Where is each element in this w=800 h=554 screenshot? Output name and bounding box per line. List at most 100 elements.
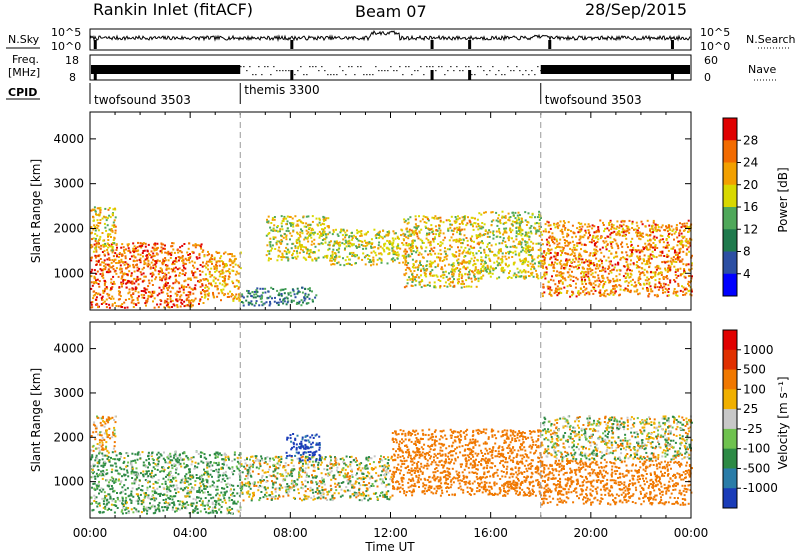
heatmap-cell bbox=[523, 277, 526, 280]
heatmap-cell bbox=[478, 243, 480, 246]
heatmap-cell bbox=[167, 467, 170, 469]
heatmap-cell bbox=[421, 241, 424, 244]
heatmap-cell bbox=[199, 298, 202, 301]
heatmap-cell bbox=[268, 250, 271, 253]
heatmap-cell bbox=[135, 278, 138, 281]
heatmap-cell bbox=[402, 232, 405, 235]
heatmap-cell bbox=[101, 458, 104, 461]
heatmap-cell bbox=[228, 499, 231, 502]
heatmap-cell bbox=[660, 226, 663, 229]
heatmap-cell bbox=[666, 226, 669, 229]
heatmap-cell bbox=[612, 293, 615, 296]
heatmap-cell bbox=[154, 278, 157, 281]
heatmap-cell bbox=[484, 211, 487, 214]
heatmap-cell bbox=[446, 285, 449, 288]
heatmap-cell bbox=[432, 261, 435, 264]
heatmap-cell bbox=[147, 466, 149, 469]
heatmap-cell bbox=[208, 258, 211, 261]
heatmap-cell bbox=[152, 292, 155, 295]
heatmap-cell bbox=[547, 240, 550, 243]
heatmap-cell bbox=[505, 258, 508, 261]
heatmap-cell bbox=[178, 274, 181, 277]
heatmap-cell bbox=[233, 260, 236, 263]
heatmap-cell bbox=[231, 471, 234, 474]
heatmap-cell bbox=[300, 248, 302, 251]
heatmap-cell bbox=[674, 280, 677, 283]
heatmap-cell bbox=[105, 306, 108, 309]
heatmap-cell bbox=[657, 226, 660, 229]
heatmap-cell bbox=[348, 239, 351, 242]
heatmap-cell bbox=[279, 230, 281, 233]
heatmap-cell bbox=[507, 239, 510, 242]
heatmap-cell bbox=[164, 264, 167, 267]
heatmap-cell bbox=[113, 225, 115, 228]
heatmap-cell bbox=[177, 291, 180, 293]
heatmap-cell bbox=[671, 247, 674, 250]
heatmap-cell bbox=[304, 297, 307, 300]
heatmap-cell bbox=[336, 262, 339, 265]
heatmap-cell bbox=[140, 503, 143, 506]
heatmap-cell bbox=[205, 485, 207, 488]
heatmap-cell bbox=[666, 230, 669, 233]
heatmap-cell bbox=[540, 277, 543, 280]
heatmap-cell bbox=[151, 284, 154, 286]
heatmap-cell bbox=[613, 285, 616, 288]
heatmap-cell bbox=[129, 251, 132, 254]
heatmap-cell bbox=[509, 216, 512, 218]
heatmap-cell bbox=[460, 282, 463, 285]
heatmap-cell bbox=[285, 229, 288, 232]
heatmap-cell bbox=[151, 490, 154, 493]
heatmap-cell bbox=[589, 252, 592, 255]
heatmap-cell bbox=[113, 242, 116, 245]
heatmap-cell bbox=[305, 215, 308, 218]
heatmap-cell bbox=[133, 480, 136, 483]
heatmap-cell bbox=[509, 270, 511, 273]
heatmap-cell bbox=[112, 239, 115, 242]
heatmap-cell bbox=[287, 292, 290, 295]
heatmap-cell bbox=[131, 466, 134, 469]
heatmap-cell bbox=[256, 290, 259, 293]
heatmap-cell bbox=[184, 272, 187, 275]
heatmap-cell bbox=[296, 292, 299, 295]
heatmap-cell bbox=[422, 242, 425, 244]
heatmap-cell bbox=[588, 282, 591, 285]
heatmap-cell bbox=[679, 273, 682, 276]
heatmap-cell bbox=[661, 224, 664, 227]
heatmap-cell bbox=[421, 218, 424, 221]
heatmap-cell bbox=[445, 275, 448, 278]
heatmap-cell bbox=[465, 261, 468, 264]
heatmap-cell bbox=[220, 260, 223, 263]
heatmap-cell bbox=[187, 471, 190, 474]
heatmap-cell bbox=[117, 275, 120, 278]
heatmap-cell bbox=[606, 293, 609, 296]
heatmap-cell bbox=[147, 279, 150, 282]
heatmap-cell bbox=[578, 228, 581, 231]
heatmap-cell bbox=[666, 246, 669, 249]
heatmap-cell bbox=[94, 210, 97, 213]
heatmap-cell bbox=[190, 456, 193, 459]
heatmap-cell bbox=[552, 269, 555, 272]
heatmap-cell bbox=[305, 237, 308, 240]
heatmap-cell bbox=[169, 495, 172, 498]
heatmap-cell bbox=[414, 276, 417, 279]
heatmap-cell bbox=[362, 244, 365, 247]
heatmap-cell bbox=[584, 278, 587, 281]
heatmap-cell bbox=[90, 256, 93, 259]
heatmap-cell bbox=[99, 209, 102, 212]
freq-tick-top: 18 bbox=[65, 54, 79, 67]
heatmap-cell bbox=[324, 233, 327, 236]
heatmap-cell bbox=[442, 221, 445, 224]
heatmap-cell bbox=[363, 256, 366, 259]
heatmap-cell bbox=[596, 263, 598, 266]
heatmap-cell bbox=[152, 300, 154, 303]
heatmap-cell bbox=[94, 293, 96, 296]
heatmap-cell bbox=[241, 293, 244, 296]
heatmap-cell bbox=[588, 277, 590, 280]
power-colorbar-tick-label: 8 bbox=[743, 245, 751, 259]
heatmap-cell bbox=[104, 207, 107, 210]
heatmap-cell bbox=[575, 276, 578, 279]
heatmap-cell bbox=[200, 243, 203, 246]
heatmap-cell bbox=[214, 270, 217, 273]
heatmap-cell bbox=[261, 291, 264, 294]
heatmap-cell bbox=[330, 240, 332, 243]
